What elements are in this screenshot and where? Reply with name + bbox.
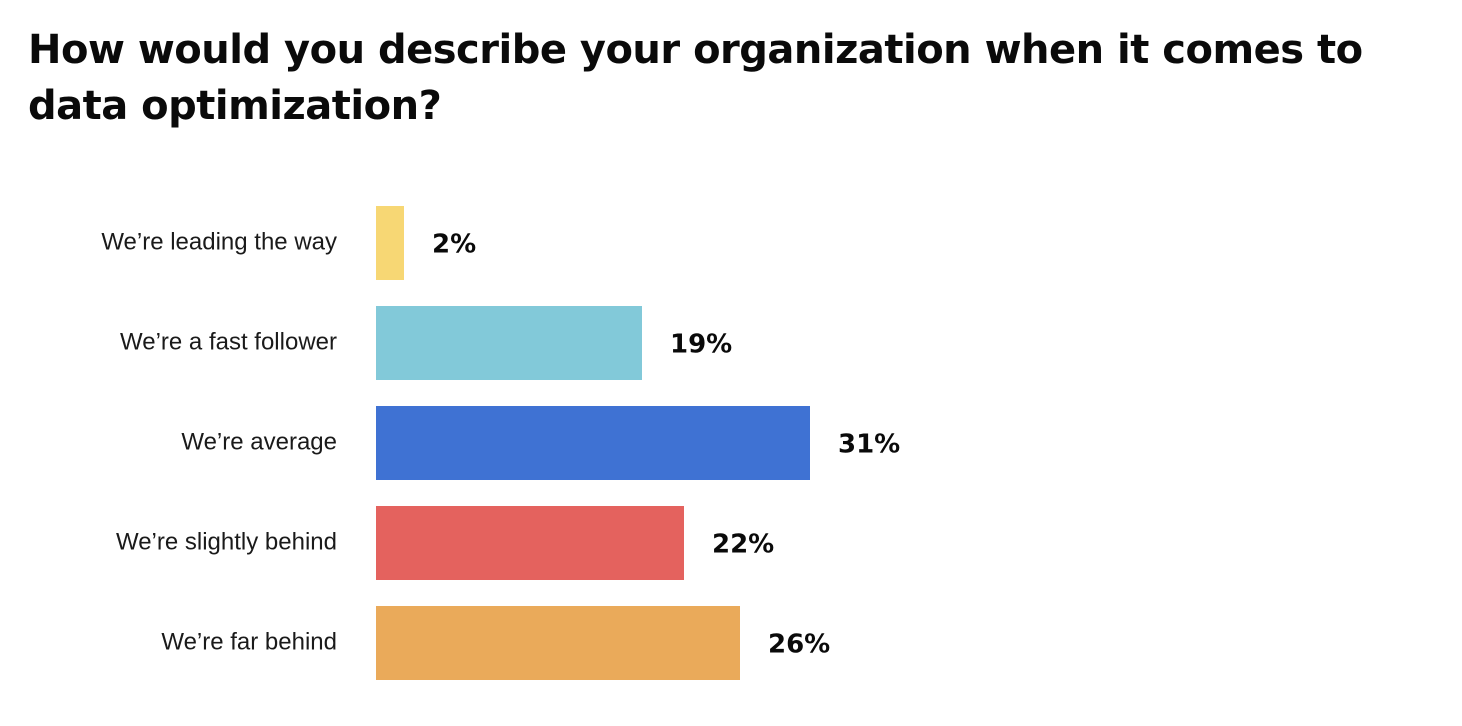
- value-label-5: 26%: [768, 630, 830, 660]
- value-label-4: 22%: [712, 530, 774, 560]
- value-label-1: 2%: [432, 230, 476, 260]
- category-label-2: We’re a fast follower: [120, 328, 337, 355]
- value-label-2: 19%: [670, 330, 732, 360]
- category-label-3: We’re average: [181, 428, 337, 455]
- value-label-3: 31%: [838, 430, 900, 460]
- bar-3: [376, 406, 810, 480]
- chart-title: How would you describe your organization…: [28, 27, 1363, 129]
- bar-1: [376, 206, 404, 280]
- bar-4: [376, 506, 684, 580]
- bar-2: [376, 306, 642, 380]
- category-label-5: We’re far behind: [161, 628, 337, 655]
- category-label-4: We’re slightly behind: [116, 528, 337, 555]
- bar-5: [376, 606, 740, 680]
- category-label-1: We’re leading the way: [101, 228, 337, 255]
